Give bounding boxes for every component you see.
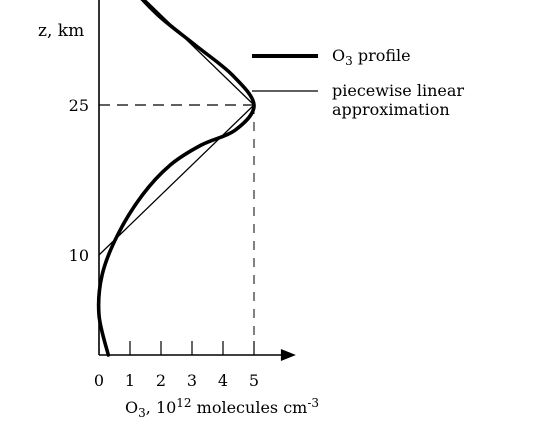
x-tick-label-2: 2 [156, 371, 166, 390]
y-axis-label: z, km [38, 21, 84, 41]
series-layer [96, 0, 256, 357]
ozone-profile-curve [96, 0, 256, 357]
y-tick-label-25: 25 [69, 96, 89, 115]
x-axis-label: O3, 1012 molecules cm-3 [125, 396, 319, 420]
x-axis-arrowhead [280, 349, 296, 361]
legend: O3 profile piecewise linear approximatio… [252, 46, 464, 119]
ticks: 012345102540 [69, 96, 259, 390]
legend-profile-label: O3 profile [332, 46, 411, 68]
legend-approx-label-line-1: piecewise linear [332, 81, 464, 100]
reference-dashed-lines [99, 104, 255, 355]
y-tick-label-10: 10 [69, 246, 89, 265]
legend-approx-label-line-2: approximation [332, 100, 450, 119]
x-tick-label-0: 0 [94, 371, 104, 390]
x-tick-label-3: 3 [187, 371, 197, 390]
x-tick-label-5: 5 [249, 371, 259, 390]
piecewise-linear-approximation-line [98, 0, 255, 256]
x-tick-label-1: 1 [125, 371, 135, 390]
x-tick-label-4: 4 [218, 371, 228, 390]
